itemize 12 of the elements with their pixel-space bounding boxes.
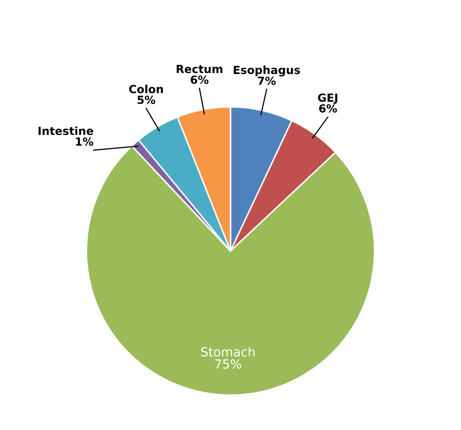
data-label: 6% [319,104,337,113]
slice-label: Intestine [38,126,94,136]
data-label: 1% [76,137,94,146]
slice-label: Rectum [176,64,222,74]
slice-label: Colon [129,84,163,94]
data-label: 75% [215,359,242,369]
slice-label: Stomach [201,346,255,357]
data-label: 6% [190,76,209,84]
data-label: 5% [138,96,156,104]
slice-label: Esophagus [234,66,300,76]
slice-label: GEJ [318,93,338,104]
data-label: 7% [258,76,276,85]
